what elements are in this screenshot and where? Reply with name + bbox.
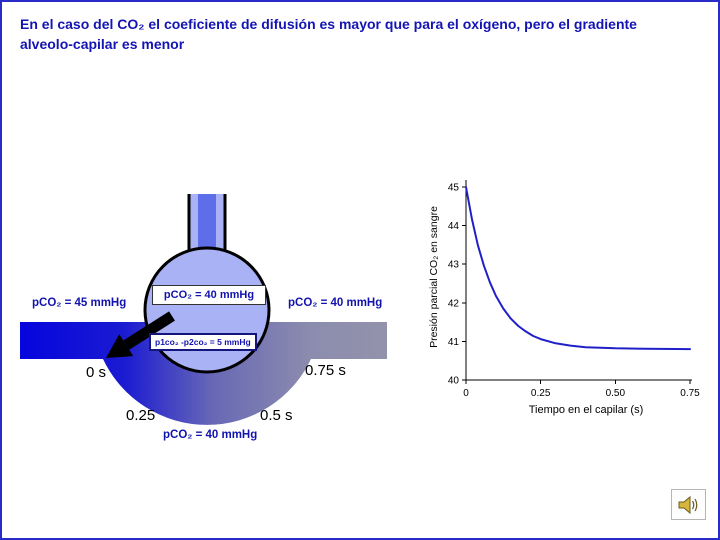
x-tick-label: 0.25 [531, 388, 551, 399]
x-tick-label: 0.50 [606, 388, 626, 399]
pco2-time-chart: 40 41 42 43 44 45 0 0.25 0.50 0.75 [448, 180, 700, 399]
y-tick-label: 42 [448, 298, 460, 309]
alveolus-neck-fluid [198, 194, 216, 256]
audio-button[interactable] [671, 489, 706, 520]
y-tick-label: 45 [448, 183, 460, 194]
capillary-outlet-label: pCO₂ = 40 mmHg [288, 297, 383, 309]
y-tick-label: 43 [448, 260, 460, 271]
time-075s-label: 0.75 s [305, 362, 346, 379]
capillary-bend [103, 359, 311, 425]
gradient-difference-label: p1co₂ -p2co₂ = 5 mmHg [149, 333, 257, 351]
diffusion-arrow-shaft [123, 311, 175, 350]
time-025s-label: 0.25 [126, 407, 156, 424]
y-tick-label: 40 [448, 376, 460, 387]
alveolus-pco2-label: pCO₂ = 40 mmHg [152, 285, 266, 305]
x-tick-label: 0 [463, 388, 469, 399]
y-tick-label: 41 [448, 337, 460, 348]
pco2-curve [465, 186, 691, 351]
chart-y-axis-label: Presión parcial CO₂ en sangre [428, 206, 440, 348]
time-0s-label: 0 s [86, 364, 107, 381]
x-tick-label: 0.75 [680, 388, 700, 399]
chart-x-axis-label: Tiempo en el capilar (s) [528, 404, 644, 416]
diffusion-arrow-head [106, 334, 134, 358]
y-tick-label: 44 [448, 221, 460, 232]
capillary-inlet-label: pCO₂ = 45 mmHg [32, 297, 127, 309]
speaker-icon [678, 495, 697, 514]
alveolus-circle [143, 246, 271, 374]
capillary-exit-pco2-label: pCO₂ = 40 mmHg [163, 429, 258, 441]
time-05s-label: 0.5 s [260, 407, 293, 424]
slide-title: En el caso del CO₂ el coeficiente de dif… [20, 16, 637, 53]
